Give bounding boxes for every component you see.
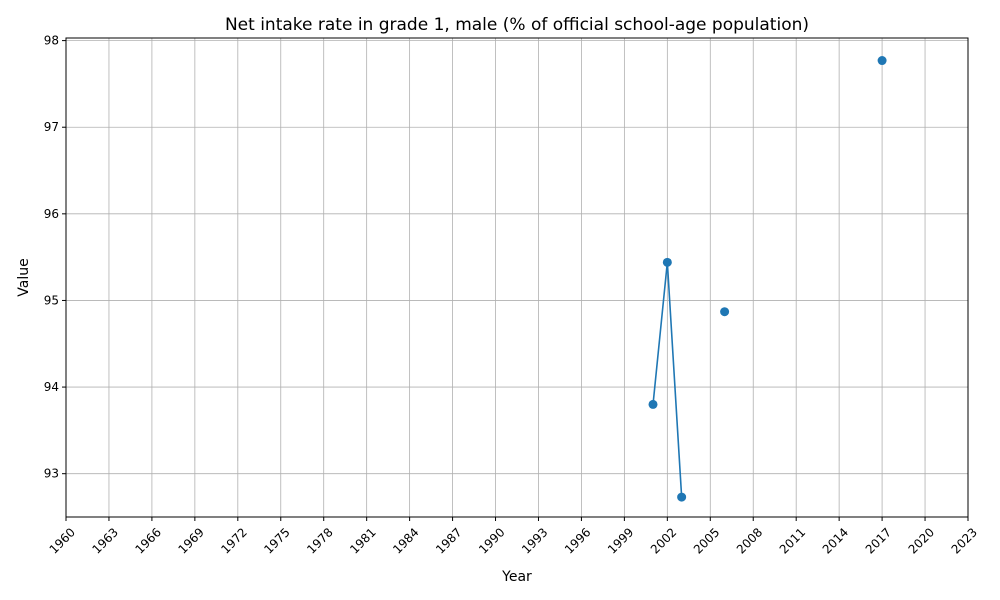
x-axis-title: Year: [501, 569, 532, 585]
data-point: [662, 257, 672, 267]
y-axis-title: Value: [16, 258, 32, 296]
x-tick-label: 1981: [347, 525, 378, 556]
data-point: [677, 492, 687, 502]
data-point: [877, 56, 887, 66]
plot-area: [65, 37, 969, 518]
y-tick-label: 94: [44, 380, 59, 394]
x-tick-label: 2005: [691, 525, 722, 556]
x-tick-label: 1972: [218, 525, 249, 556]
y-tick-label: 95: [44, 293, 59, 307]
series-layer: [648, 56, 887, 502]
x-tick-label: 1969: [175, 525, 206, 556]
x-tick-label: 2002: [648, 525, 679, 556]
x-tick-label: 2011: [777, 525, 808, 556]
x-tick-label: 1993: [519, 525, 550, 556]
grid: [65, 38, 969, 517]
x-tick-label: 2020: [906, 525, 937, 556]
chart-title: Net intake rate in grade 1, male (% of o…: [225, 15, 809, 35]
x-tick-label: 2023: [949, 525, 980, 556]
x-tick-label: 1987: [433, 525, 464, 556]
x-tick-label: 1990: [476, 525, 507, 556]
x-tick-label: 1975: [261, 525, 292, 556]
x-tick-label: 1978: [304, 525, 335, 556]
y-tick-label: 93: [44, 467, 59, 481]
x-tick-label: 1966: [132, 525, 163, 556]
x-tick-label: 1963: [90, 525, 121, 556]
y-tick-label: 98: [44, 34, 59, 48]
axis-ticks: 1960 1963 1966 1969 1972 1975 1978 1981 1984 1987…: [44, 34, 980, 557]
y-tick-label: 96: [44, 207, 59, 221]
x-tick-label: 2008: [734, 525, 765, 556]
y-tick-label: 97: [44, 120, 59, 134]
x-tick-label: 1999: [605, 525, 636, 556]
x-tick-label: 2017: [863, 525, 894, 556]
data-point: [648, 399, 658, 409]
x-tick-label: 2014: [820, 525, 851, 556]
x-tick-label: 1960: [47, 525, 78, 556]
data-point: [720, 307, 730, 317]
x-tick-label: 1984: [390, 525, 421, 556]
x-tick-label: 1996: [562, 525, 593, 556]
